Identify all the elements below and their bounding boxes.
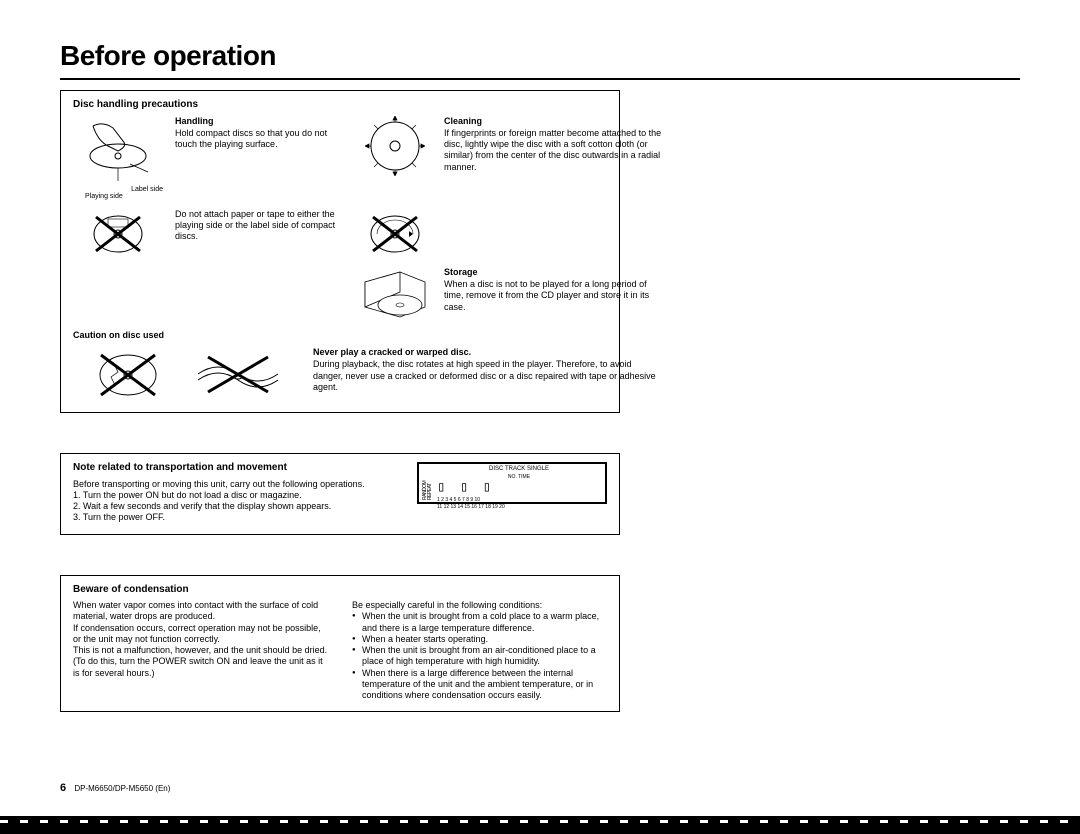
storage-title: Storage [444, 267, 664, 278]
box2-step2: 2. Wait a few seconds and verify that th… [73, 501, 397, 512]
box2-step3: 3. Turn the power OFF. [73, 512, 397, 523]
display-panel: RANDOMREPEAT DISC TRACK SINGLE NO. TIME … [417, 462, 607, 504]
box2-heading: Note related to transportation and movem… [73, 462, 397, 475]
warped-title: Never play a cracked or warped disc. [313, 347, 664, 358]
box3-heading: Beware of condensation [73, 584, 607, 597]
warped-text: During playback, the disc rotates at hig… [313, 359, 656, 392]
handling-title: Handling [175, 116, 345, 127]
cleaning-illustration [357, 116, 432, 176]
page-footer: 6 DP-M6650/DP-M5650 (En) [60, 782, 170, 794]
page-number: 6 [60, 782, 66, 794]
label-side: Label side [131, 186, 163, 194]
handling-text: Handling Hold compact discs so that you … [175, 116, 345, 151]
no-tape-illustration [73, 209, 163, 259]
no-circular-wipe-illustration [357, 209, 432, 259]
box2-step1: 1. Turn the power ON but do not load a d… [73, 490, 397, 501]
cleaning-title: Cleaning [444, 116, 664, 127]
condensation-left: When water vapor comes into contact with… [73, 600, 328, 701]
bullet-1: When the unit is brought from a cold pla… [352, 611, 607, 634]
playing-side: Playing side [85, 193, 123, 201]
storage-body: When a disc is not to be played for a lo… [444, 279, 649, 312]
caution-title: Caution on disc used [73, 330, 664, 341]
handling-illustration: Label side Playing side [73, 116, 163, 201]
box2-intro: Before transporting or moving this unit,… [73, 479, 397, 490]
no-tape-text: Do not attach paper or tape to either th… [175, 209, 345, 243]
cracked-disc-icon [93, 347, 163, 402]
display-digits: ▯ ▯ ▯ [437, 480, 601, 498]
bullet-2: When a heater starts operating. [352, 634, 607, 645]
condensation-box: Beware of condensation When water vapor … [60, 575, 620, 713]
disc-precautions-box: Disc handling precautions Label side Pla… [60, 90, 620, 413]
cleaning-text: Cleaning If fingerprints or foreign matt… [444, 116, 664, 173]
condensation-bullets: When the unit is brought from a cold pla… [352, 611, 607, 701]
model-number: DP-M6650/DP-M5650 (En) [74, 784, 170, 793]
display-top: DISC TRACK SINGLE [437, 466, 601, 474]
title-rule [60, 78, 1020, 80]
storage-illustration [357, 267, 432, 322]
warped-disc-icon [193, 352, 283, 397]
box1-heading: Disc handling precautions [73, 99, 607, 112]
bullet-3: When the unit is brought from an air-con… [352, 645, 607, 668]
bullet-4: When there is a large difference between… [352, 668, 607, 702]
display-row2: 11 12 13 14 15 16 17 18 19 20 [437, 504, 601, 510]
handling-body: Hold compact discs so that you do not to… [175, 128, 327, 149]
scan-artifact-bar [0, 816, 1080, 834]
transport-note-box: Note related to transportation and movem… [60, 453, 620, 535]
condensation-right-intro: Be especially careful in the following c… [352, 600, 607, 611]
cleaning-body: If fingerprints or foreign matter become… [444, 128, 661, 172]
storage-text: Storage When a disc is not to be played … [444, 267, 664, 313]
page-title: Before operation [60, 40, 1020, 72]
